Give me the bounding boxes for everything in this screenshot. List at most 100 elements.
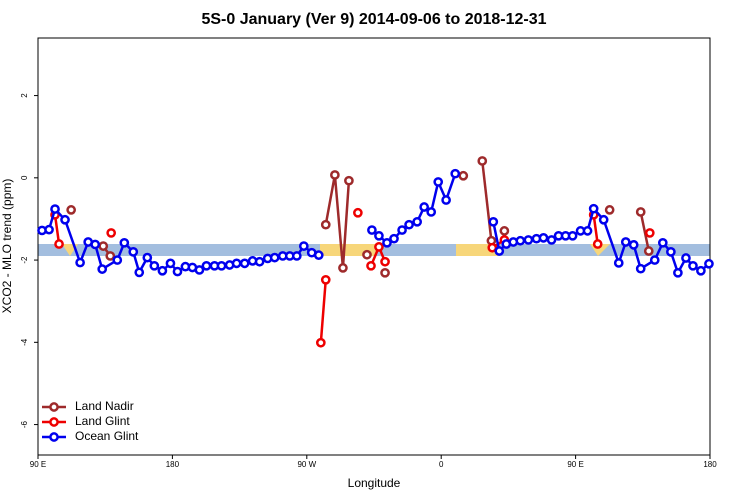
point	[291, 251, 302, 261]
series-line	[53, 214, 61, 245]
series-line	[639, 211, 650, 252]
point	[239, 258, 250, 269]
point	[313, 250, 324, 260]
point	[696, 265, 706, 276]
point	[538, 233, 549, 243]
point	[441, 195, 451, 205]
point	[344, 175, 354, 186]
point	[298, 241, 309, 251]
point	[592, 239, 603, 249]
chart-title: 5S-0 January (Ver 9) 2014-09-06 to 2018-…	[201, 11, 546, 28]
point	[458, 170, 469, 181]
point	[134, 267, 145, 278]
point	[112, 255, 123, 265]
point	[523, 235, 534, 245]
point	[657, 237, 668, 248]
surface-band	[38, 244, 710, 256]
x-tick-label: 90 W	[297, 460, 316, 469]
point	[66, 205, 77, 215]
series-line	[371, 173, 457, 245]
point	[635, 207, 646, 217]
point	[353, 207, 363, 218]
point	[644, 228, 655, 238]
x-axis-label: Longitude	[348, 476, 401, 490]
point	[582, 226, 593, 236]
point	[433, 177, 444, 187]
point	[315, 337, 326, 348]
point	[666, 246, 676, 257]
point	[90, 239, 101, 250]
point	[362, 249, 372, 260]
series	[37, 168, 714, 278]
series-line	[324, 174, 351, 268]
point	[142, 252, 153, 263]
point	[499, 226, 510, 236]
x-tick-label: 0	[439, 460, 444, 469]
point	[367, 225, 377, 235]
point	[404, 219, 414, 230]
point	[426, 207, 437, 217]
point	[380, 267, 390, 278]
point	[412, 216, 423, 227]
point	[598, 214, 609, 225]
point	[389, 233, 399, 244]
series	[50, 207, 655, 348]
point	[165, 258, 176, 269]
point	[382, 237, 392, 248]
point	[380, 256, 390, 267]
y-tick-label: -6	[20, 420, 29, 428]
point	[320, 219, 331, 230]
x-tick-label: 90 E	[567, 460, 583, 469]
point	[681, 253, 691, 263]
point	[374, 242, 384, 252]
legend-marker	[49, 402, 59, 412]
point	[567, 230, 578, 241]
point	[269, 252, 280, 263]
point	[338, 263, 348, 273]
point	[119, 237, 130, 248]
point	[231, 258, 242, 269]
legend-label: Land Nadir	[75, 399, 134, 413]
point	[419, 202, 430, 212]
point	[397, 225, 407, 235]
point	[546, 235, 557, 245]
point	[201, 260, 212, 271]
point	[488, 216, 499, 227]
legend-marker	[49, 432, 59, 442]
point	[157, 265, 168, 276]
point	[588, 203, 599, 214]
point	[105, 251, 116, 261]
point	[194, 265, 205, 275]
point	[149, 260, 160, 271]
point	[620, 237, 631, 247]
point	[54, 239, 64, 249]
y-axis-label: XCO2 - MLO trend (ppm)	[0, 179, 14, 314]
y-tick-label: -4	[20, 338, 29, 346]
point	[44, 224, 54, 235]
point	[75, 257, 85, 268]
point	[330, 170, 340, 180]
legend-label: Ocean Glint	[75, 429, 139, 443]
point	[604, 205, 615, 215]
point	[628, 240, 639, 250]
point	[494, 246, 505, 256]
point	[643, 246, 654, 256]
x-tick-label: 90 E	[30, 460, 46, 469]
x-tick-label: 180	[166, 460, 180, 469]
point	[477, 156, 488, 166]
x-tick-label: 180	[703, 460, 717, 469]
point	[374, 230, 384, 241]
point	[613, 258, 624, 268]
band	[320, 244, 376, 256]
point	[98, 241, 109, 251]
point	[216, 260, 227, 271]
point	[649, 255, 660, 265]
y-tick-label: 0	[20, 175, 29, 180]
point	[635, 263, 646, 274]
point	[60, 214, 70, 225]
series-line	[481, 160, 493, 241]
point	[688, 260, 698, 271]
point	[450, 168, 461, 179]
point	[50, 204, 60, 214]
point	[97, 264, 108, 274]
